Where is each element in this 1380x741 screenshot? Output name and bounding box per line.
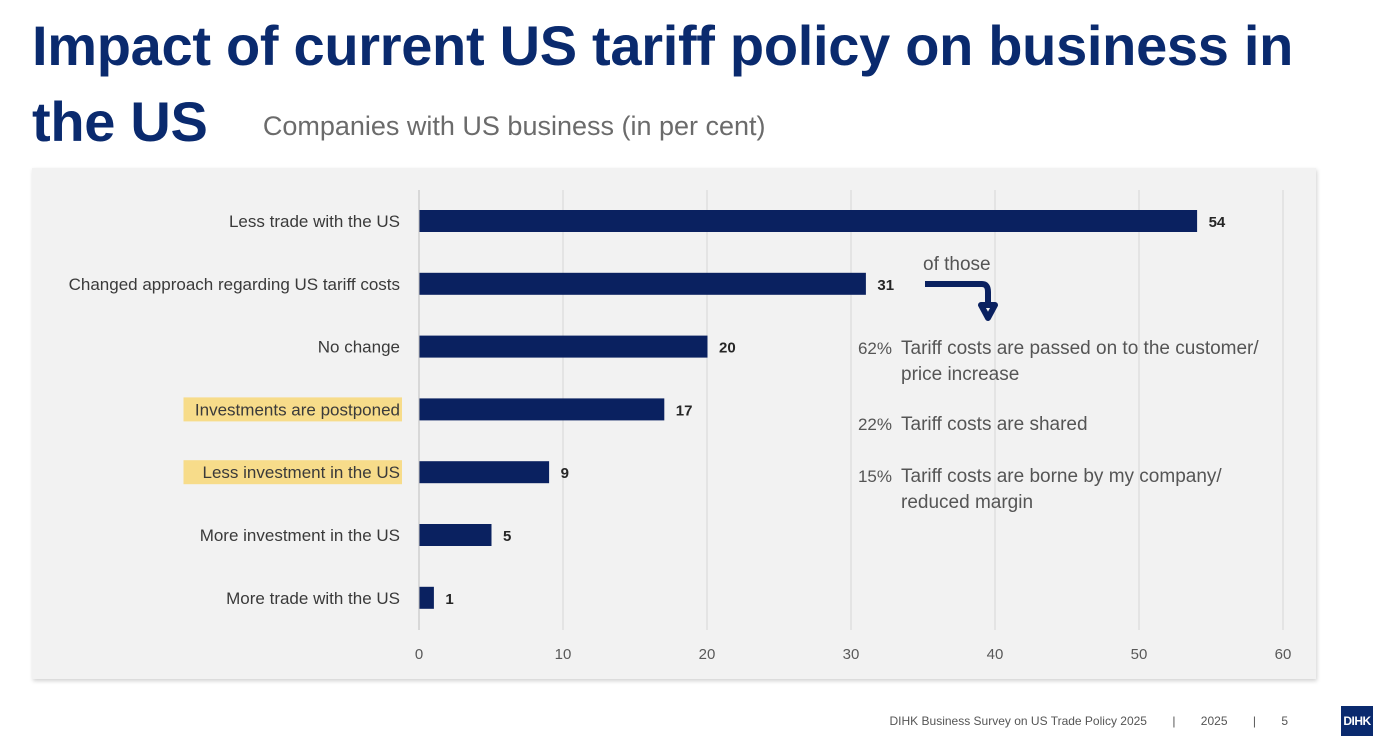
x-tick-label: 60 [1275, 646, 1292, 663]
data-label: 5 [503, 528, 511, 545]
data-label: 20 [719, 340, 736, 357]
arrow-icon [925, 281, 998, 321]
category-label: Investments are postponed [195, 400, 400, 419]
category-label: Changed approach regarding US tariff cos… [69, 275, 400, 294]
bar [419, 586, 434, 609]
chart-panel: 0 10 20 30 40 50 60 Less trade with the US 54 Cha… [32, 168, 1316, 679]
x-tick-label: 10 [555, 646, 572, 663]
footer-year: 2025 [1200, 714, 1228, 728]
annotation-text: price increase [901, 364, 1019, 385]
x-tick-label: 40 [987, 646, 1004, 663]
footer-source: DIHK Business Survey on US Trade Policy … [889, 714, 1147, 728]
bar [419, 210, 1198, 232]
category-label: More trade with the US [226, 589, 400, 608]
annotation-percent: 62% [858, 339, 892, 358]
x-tick-label: 50 [1131, 646, 1148, 663]
category-highlight [183, 460, 402, 485]
annotation-percent: 22% [858, 415, 892, 434]
bar [419, 524, 492, 546]
annotation-text: reduced margin [901, 492, 1033, 513]
bar-chart: 0 10 20 30 40 50 60 Less trade with the US 54 Cha… [69, 190, 1292, 663]
annotation-text: Tariff costs are shared [901, 414, 1088, 435]
data-label: 54 [1209, 214, 1226, 231]
annotation-text: Tariff costs are passed on to the custom… [901, 338, 1259, 359]
footer-separator: | [1172, 714, 1176, 728]
data-label: 9 [561, 465, 569, 482]
x-tick-label: 30 [843, 646, 860, 663]
footer-separator: | [1252, 714, 1256, 728]
chart-subtitle: Companies with US business (in per cent) [262, 111, 766, 141]
annotation-heading: of those [923, 254, 991, 275]
bar [419, 398, 665, 421]
category-label: More investment in the US [200, 526, 400, 545]
footer: DIHK Business Survey on US Trade Policy … [890, 714, 1288, 728]
bar [419, 461, 550, 484]
annotation-text: Tariff costs are borne by my company/ [901, 466, 1222, 487]
category-highlight [183, 397, 402, 422]
data-label: 17 [676, 402, 693, 419]
category-label: Less trade with the US [229, 212, 400, 231]
title-text: Impact of current US tariff policy on bu… [32, 14, 1294, 153]
data-label: 1 [445, 591, 453, 608]
page-title: Impact of current US tariff policy on bu… [32, 8, 1352, 164]
x-tick-label: 20 [699, 646, 716, 663]
x-tick-label: 0 [415, 646, 423, 663]
bar [419, 335, 708, 358]
category-label: No change [318, 338, 400, 357]
bar [419, 272, 866, 295]
data-label: 31 [877, 277, 894, 294]
dihk-logo: DIHK [1341, 706, 1373, 736]
category-label: Less investment in the US [203, 463, 400, 482]
footer-page-number: 5 [1281, 714, 1288, 728]
annotation-percent: 15% [858, 467, 892, 486]
